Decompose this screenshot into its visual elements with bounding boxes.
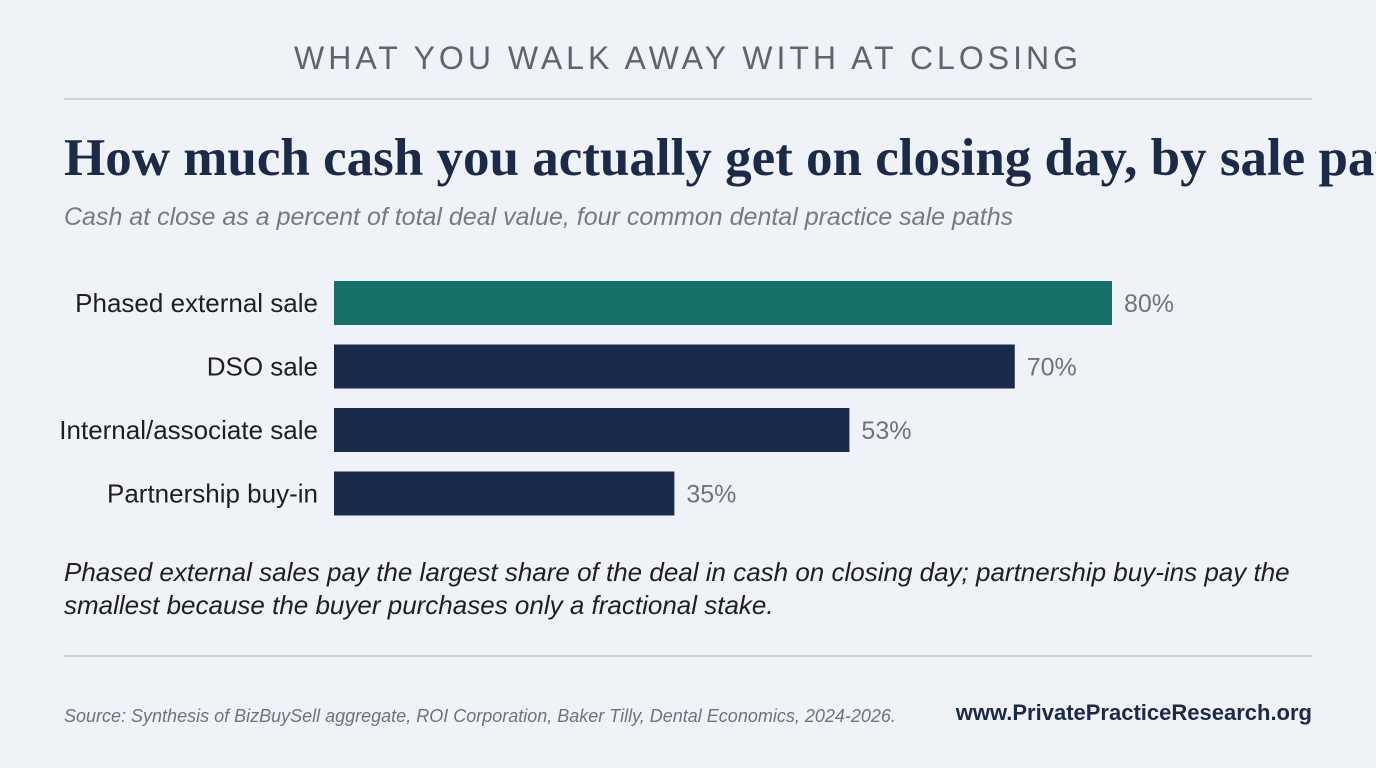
value-label: 53% — [861, 417, 911, 445]
top-divider — [64, 98, 1312, 100]
website-url: www.PrivatePracticeResearch.org — [955, 700, 1312, 725]
bar — [334, 281, 1112, 325]
category-label: Internal/associate sale — [59, 415, 318, 445]
value-label: 80% — [1124, 290, 1174, 318]
chart-title: How much cash you actually get on closin… — [64, 129, 1376, 187]
value-label: 70% — [1027, 354, 1077, 382]
kicker: WHAT YOU WALK AWAY WITH AT CLOSING — [294, 40, 1082, 76]
category-label: Partnership buy-in — [107, 479, 318, 509]
bar — [334, 408, 850, 452]
chart-subtitle: Cash at close as a percent of total deal… — [64, 203, 1014, 231]
takeaway-text: Phased external sales pay the largest sh… — [64, 557, 1290, 620]
bar-row: Phased external sale 80% — [75, 281, 1174, 325]
bar-row: Internal/associate sale 53% — [59, 408, 911, 452]
bar — [334, 344, 1015, 389]
source-note: Source: Synthesis of BizBuySell aggregat… — [64, 706, 896, 726]
bottom-divider — [64, 655, 1312, 657]
category-label: DSO sale — [207, 352, 318, 382]
bar-row: DSO sale 70% — [207, 344, 1077, 389]
bar-row: Partnership buy-in 35% — [107, 471, 736, 516]
category-label: Phased external sale — [75, 288, 318, 318]
value-label: 35% — [686, 481, 736, 509]
bar — [334, 471, 675, 516]
